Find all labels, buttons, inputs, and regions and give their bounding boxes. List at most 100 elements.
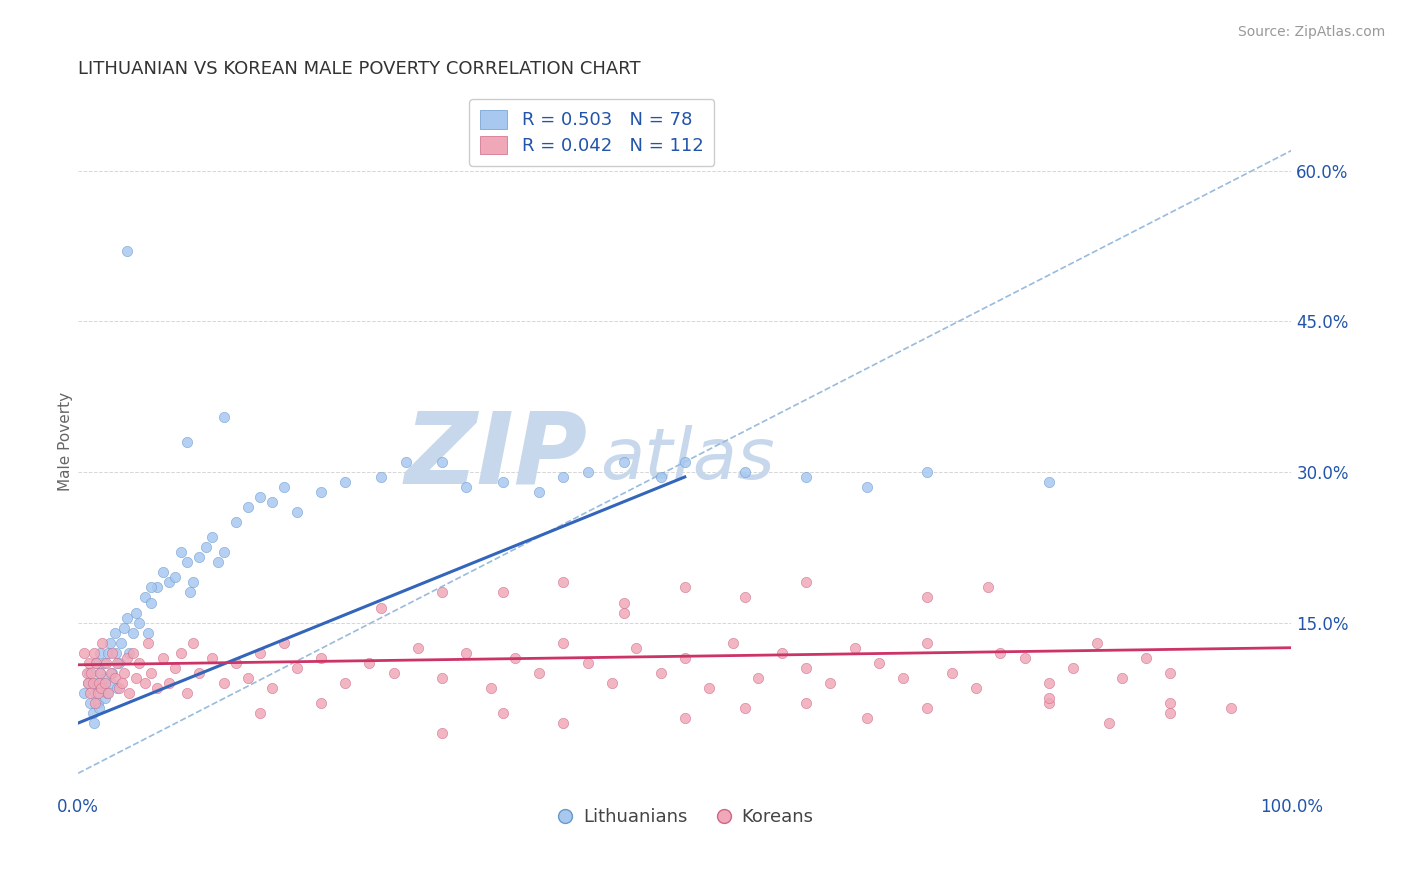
Point xyxy=(77,665,100,680)
Point xyxy=(118,646,141,660)
Point xyxy=(86,656,108,670)
Point xyxy=(1135,650,1157,665)
Point xyxy=(105,656,128,670)
Point xyxy=(249,646,271,660)
Point xyxy=(370,600,392,615)
Point xyxy=(188,550,211,565)
Point xyxy=(673,650,696,665)
Point xyxy=(576,656,599,670)
Point xyxy=(844,640,866,655)
Point xyxy=(723,636,745,650)
Point xyxy=(456,646,478,660)
Point xyxy=(734,591,756,605)
Point xyxy=(917,701,939,715)
Point xyxy=(977,581,1000,595)
Point xyxy=(115,610,138,624)
Point xyxy=(359,656,381,670)
Y-axis label: Male Poverty: Male Poverty xyxy=(58,392,73,491)
Point xyxy=(747,671,769,685)
Point xyxy=(1159,665,1181,680)
Point xyxy=(650,665,672,680)
Point xyxy=(94,690,117,705)
Point xyxy=(249,706,271,720)
Point xyxy=(309,696,332,710)
Point xyxy=(503,650,526,665)
Point xyxy=(492,706,515,720)
Point xyxy=(73,686,96,700)
Point xyxy=(212,676,235,690)
Point xyxy=(820,676,842,690)
Point xyxy=(285,661,308,675)
Point xyxy=(86,676,108,690)
Point xyxy=(794,470,817,484)
Point xyxy=(626,640,648,655)
Point xyxy=(105,681,128,695)
Point xyxy=(965,681,987,695)
Point xyxy=(262,495,284,509)
Point xyxy=(157,575,180,590)
Point xyxy=(794,575,817,590)
Point xyxy=(138,636,160,650)
Point xyxy=(794,696,817,710)
Point xyxy=(225,656,247,670)
Point xyxy=(613,595,636,609)
Point xyxy=(1159,706,1181,720)
Point xyxy=(134,591,156,605)
Point xyxy=(115,650,138,665)
Point xyxy=(76,676,98,690)
Point xyxy=(236,671,259,685)
Point xyxy=(492,585,515,599)
Point xyxy=(146,681,169,695)
Point xyxy=(146,581,169,595)
Point xyxy=(1038,676,1060,690)
Point xyxy=(183,636,205,650)
Point xyxy=(82,676,104,690)
Point xyxy=(917,591,939,605)
Point xyxy=(176,434,198,449)
Point xyxy=(941,665,963,680)
Point xyxy=(370,470,392,484)
Point xyxy=(650,470,672,484)
Point xyxy=(697,681,720,695)
Point xyxy=(165,570,187,584)
Point xyxy=(673,581,696,595)
Point xyxy=(84,696,107,710)
Point xyxy=(170,545,193,559)
Point xyxy=(527,485,550,500)
Point xyxy=(183,575,205,590)
Point xyxy=(553,716,575,731)
Point xyxy=(83,646,105,660)
Point xyxy=(917,636,939,650)
Point xyxy=(115,244,138,258)
Point xyxy=(90,681,112,695)
Point xyxy=(76,665,98,680)
Point xyxy=(188,665,211,680)
Point xyxy=(273,480,295,494)
Point xyxy=(333,676,356,690)
Point xyxy=(734,465,756,479)
Point xyxy=(84,686,107,700)
Point xyxy=(207,555,229,569)
Point xyxy=(157,676,180,690)
Point xyxy=(86,686,108,700)
Point xyxy=(553,575,575,590)
Point xyxy=(91,676,114,690)
Point xyxy=(152,566,174,580)
Point xyxy=(87,701,110,715)
Point xyxy=(1219,701,1241,715)
Point xyxy=(382,665,405,680)
Point xyxy=(128,656,150,670)
Point xyxy=(121,646,143,660)
Point xyxy=(176,555,198,569)
Point xyxy=(273,636,295,650)
Point xyxy=(97,646,120,660)
Point xyxy=(1038,475,1060,489)
Point xyxy=(600,676,623,690)
Point xyxy=(128,615,150,630)
Text: ZIP: ZIP xyxy=(405,408,588,504)
Point xyxy=(1062,661,1084,675)
Point xyxy=(104,646,127,660)
Point xyxy=(576,465,599,479)
Point xyxy=(1098,716,1121,731)
Point xyxy=(86,696,108,710)
